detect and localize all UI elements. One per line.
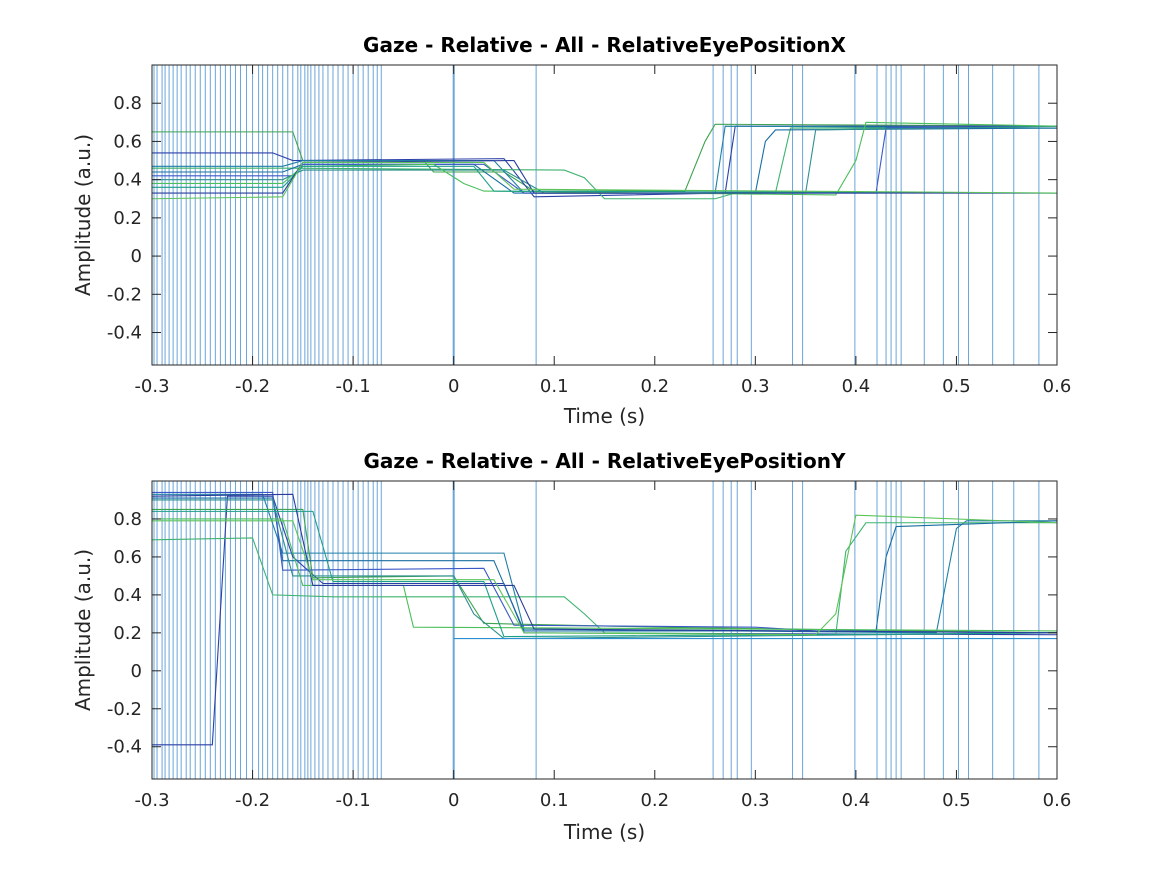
y-tick-label: -0.2 — [107, 699, 142, 720]
x-axis-label: Time (s) — [563, 820, 645, 844]
y-tick-label: 0.2 — [113, 623, 142, 644]
series-line-8 — [152, 121, 1058, 196]
x-tick-label: 0.2 — [640, 790, 669, 811]
data-lines — [151, 491, 1058, 746]
chart-title: Gaze - Relative - All - RelativeEyePosit… — [363, 33, 846, 57]
x-tick-label: 0.1 — [540, 376, 569, 397]
y-tick-label: 0.8 — [113, 509, 142, 530]
plot-area-background — [152, 65, 1057, 365]
x-axis-label: Time (s) — [563, 404, 645, 428]
x-tick-label: 0.2 — [640, 376, 669, 397]
y-tick-label: 0.2 — [113, 208, 142, 229]
y-tick-label: 0 — [131, 661, 142, 682]
x-tick-label: 0.6 — [1043, 376, 1072, 397]
y-ticks: -0.4 -0.2 0 0.2 0.4 0.6 0.8 — [107, 509, 1057, 758]
series-line-2 — [152, 493, 1057, 634]
axes-box — [151, 480, 1058, 780]
y-tick-label: 0 — [131, 246, 142, 267]
y-axis-label: Amplitude (a.u.) — [71, 134, 95, 296]
x-tick-label: -0.1 — [336, 790, 371, 811]
x-tick-label: -0.2 — [235, 376, 270, 397]
x-tick-label: -0.3 — [134, 376, 169, 397]
data-lines — [151, 121, 1058, 200]
x-tick-label: 0.5 — [942, 376, 971, 397]
x-tick-label: 0.5 — [942, 790, 971, 811]
x-ticks: -0.3 -0.2 -0.1 0 0.1 0.2 0.3 0.4 0.5 0.6 — [134, 481, 1071, 811]
series-line-9 — [152, 510, 1058, 638]
y-axis-label: Amplitude (a.u.) — [71, 549, 95, 711]
series-line-11 — [152, 514, 1058, 636]
x-tick-label: 0 — [448, 790, 459, 811]
series-line-4 — [152, 127, 1057, 200]
y-tick-label: 0.4 — [113, 170, 142, 191]
x-tick-label: -0.1 — [336, 376, 371, 397]
x-tick-label: 0.3 — [741, 376, 770, 397]
series-line-10 — [152, 159, 1057, 194]
plot-panel-y: -0.3 -0.2 -0.1 0 0.1 0.2 0.3 0.4 0.5 0.6 -0.4 -0.2… — [71, 449, 1071, 844]
y-ticks: -0.4 -0.2 0 0.2 0.4 0.6 0.8 — [107, 93, 1057, 344]
x-tick-label: -0.3 — [134, 790, 169, 811]
chart-title: Gaze - Relative - All - RelativeEyePosit… — [364, 449, 846, 473]
event-lines — [153, 65, 1040, 365]
y-tick-label: 0.6 — [113, 131, 142, 152]
series-line-10 — [151, 493, 1058, 634]
y-tick-label: 0.4 — [113, 585, 142, 606]
series-line-11 — [151, 161, 1058, 200]
y-tick-label: 0.6 — [113, 547, 142, 568]
x-tick-label: 0.1 — [540, 790, 569, 811]
y-tick-label: -0.2 — [107, 284, 142, 305]
x-tick-label: 0.6 — [1043, 790, 1072, 811]
series-line-7 — [152, 125, 1058, 194]
x-tick-label: -0.2 — [235, 790, 270, 811]
y-tick-label: 0.8 — [113, 93, 142, 114]
series-line-9 — [152, 165, 1058, 194]
axes-box — [151, 64, 1058, 366]
series-line-5 — [152, 127, 1058, 194]
plot-panel-x: -0.3 -0.2 -0.1 0 0.1 0.2 0.3 0.4 0.5 0.6 -0.4 -0.2… — [71, 33, 1071, 428]
series-line-3 — [152, 125, 1058, 194]
series-line-4 — [151, 522, 1057, 636]
y-tick-label: -0.4 — [107, 323, 142, 344]
x-ticks: -0.3 -0.2 -0.1 0 0.1 0.2 0.3 0.4 0.5 0.6 — [134, 65, 1071, 397]
y-tick-label: -0.4 — [107, 737, 142, 758]
x-tick-label: 0.3 — [741, 790, 770, 811]
x-tick-label: 0.4 — [842, 376, 871, 397]
series-line-2 — [152, 125, 1057, 198]
x-tick-label: 0 — [448, 376, 459, 397]
x-tick-label: 0.4 — [842, 790, 871, 811]
